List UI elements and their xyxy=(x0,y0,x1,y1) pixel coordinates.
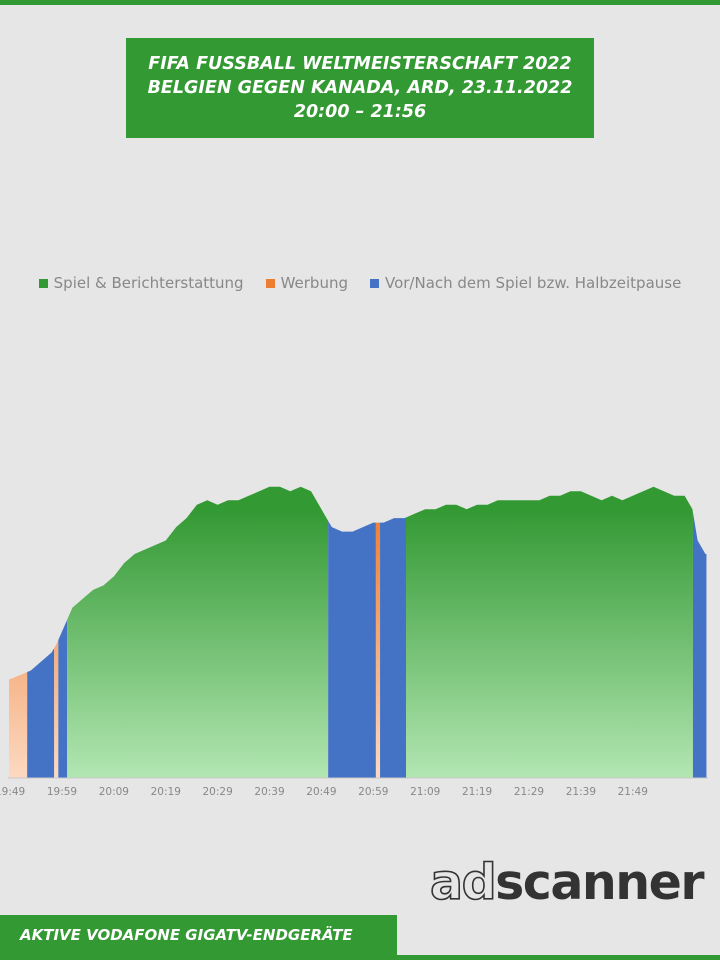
x-tick-label: 21:29 xyxy=(514,786,544,798)
bottom-accent-bar xyxy=(0,955,720,960)
title-line-1: FIFA FUSSBALL WELTMEISTERSCHAFT 2022 xyxy=(148,54,572,74)
x-tick-label: 19:59 xyxy=(47,786,77,798)
area-segment-ads-6 xyxy=(375,522,381,778)
area-segment-pre-post-9 xyxy=(692,512,707,778)
x-tick-label: 20:39 xyxy=(254,786,284,798)
legend-label-ads: Werbung xyxy=(280,274,348,292)
top-accent-bar xyxy=(0,0,720,5)
x-tick-label: 20:09 xyxy=(99,786,129,798)
logo-text-scanner: scanner xyxy=(495,854,704,911)
legend-item-ads: Werbung xyxy=(265,274,348,292)
area-segment-ads-0 xyxy=(9,672,28,778)
x-tick-label: 21:09 xyxy=(410,786,440,798)
x-tick-label: 20:29 xyxy=(203,786,233,798)
adscanner-logo: adscanner xyxy=(429,853,704,913)
viewership-area-chart: 19:49 19:59 20:09 20:19 20:29 20:39 20:49 20:59… xyxy=(0,486,708,798)
area-segment-pre-post-7 xyxy=(380,517,406,778)
area-segment-game-4 xyxy=(67,486,329,778)
x-tick-label: 20:49 xyxy=(306,786,336,798)
x-tick-label: 20:59 xyxy=(358,786,388,798)
x-tick-label: 21:19 xyxy=(462,786,492,798)
x-tick-label: 21:49 xyxy=(618,786,648,798)
legend-label-game: Spiel & Berichterstattung xyxy=(53,274,244,292)
legend-label-pre-post: Vor/Nach dem Spiel bzw. Halbzeitpause xyxy=(384,274,682,292)
legend-item-game: Spiel & Berichterstattung xyxy=(38,274,244,292)
title-line-2: BELGIEN GEGEN KANADA, ARD, 23.11.2022 xyxy=(147,78,573,98)
legend-item-pre-post: Vor/Nach dem Spiel bzw. Halbzeitpause xyxy=(369,274,682,292)
chart-title-box: FIFA FUSSBALL WELTMEISTERSCHAFT 2022 BEL… xyxy=(126,38,594,138)
footer-label: AKTIVE VODAFONE GIGATV-ENDGERÄTE xyxy=(0,915,397,955)
chart-legend: Spiel & Berichterstattung Werbung Vor/Na… xyxy=(0,272,720,294)
legend-swatch-game xyxy=(38,278,48,288)
area-segment-ads-2 xyxy=(54,640,59,778)
area-segment-game-8 xyxy=(406,486,693,778)
x-tick-label: 20:19 xyxy=(151,786,181,798)
area-segment-pre-post-3 xyxy=(58,619,68,778)
x-tick-label: 19:49 xyxy=(0,786,25,798)
area-segment-pre-post-1 xyxy=(27,648,55,778)
legend-swatch-ads xyxy=(265,278,275,288)
area-segment-pre-post-5 xyxy=(328,520,376,778)
x-tick-label: 21:39 xyxy=(566,786,596,798)
logo-text-ad: ad xyxy=(429,853,497,912)
title-line-3: 20:00 – 21:56 xyxy=(293,102,427,122)
legend-swatch-pre-post xyxy=(369,278,379,288)
